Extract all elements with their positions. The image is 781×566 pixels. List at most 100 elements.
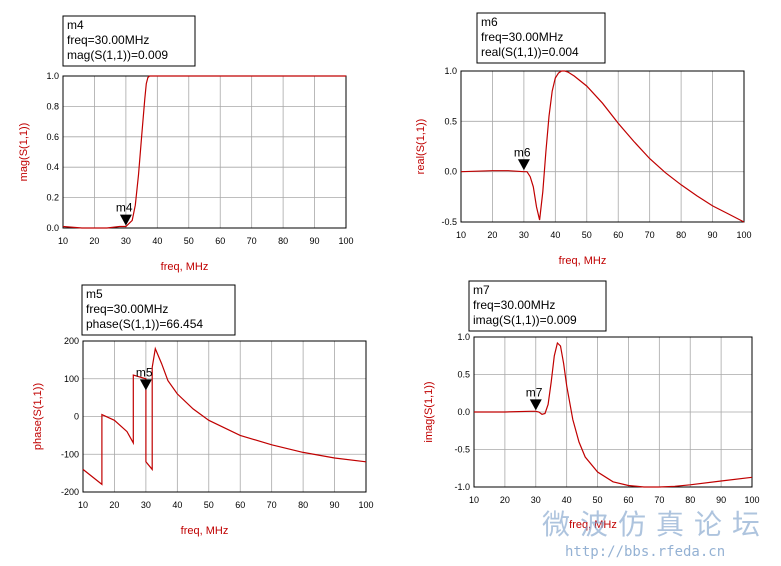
x-tick-label: 80 [685, 495, 695, 505]
x-tick-label: 80 [278, 236, 288, 246]
x-tick-label: 40 [562, 495, 572, 505]
marker-label: m7 [526, 385, 543, 399]
marker-readout-line: real(S(1,1))=0.004 [481, 45, 579, 59]
x-tick-label: 40 [152, 236, 162, 246]
y-tick-label: 200 [64, 336, 79, 346]
marker-readout-line: mag(S(1,1))=0.009 [67, 48, 168, 62]
chart-m6: 10 20 30 40 50 60 70 80 90 100 -0.5 0.0 0.5 1.0 freq, … [415, 12, 752, 267]
y-axis-label: imag(S(1,1)) [423, 381, 435, 442]
x-tick-label: 90 [716, 495, 726, 505]
x-axis-label: freq, MHz [161, 261, 209, 273]
marker-readout-line: freq=30.00MHz [481, 30, 563, 44]
marker-readout-box [81, 284, 236, 336]
x-tick-label: 50 [582, 230, 592, 240]
y-tick-label: -0.5 [454, 445, 470, 455]
x-tick-label: 50 [593, 495, 603, 505]
series-line [474, 341, 753, 488]
marker-readout-line: freq=30.00MHz [86, 302, 168, 316]
chart-m5: 10 20 30 40 50 60 70 80 90 100 -200 -100 0 100 200 freq… [32, 284, 374, 537]
x-tick-label: 100 [358, 500, 373, 510]
x-axis-label: freq, MHz [181, 525, 229, 537]
y-tick-label: 1.0 [444, 66, 457, 76]
marker-readout-box [476, 12, 606, 64]
y-axis-label: mag(S(1,1)) [18, 123, 30, 182]
x-tick-label: 40 [172, 500, 182, 510]
x-tick-label: 40 [550, 230, 560, 240]
x-tick-label: 100 [338, 236, 353, 246]
x-tick-label: 30 [531, 495, 541, 505]
chart-m4: 10 20 30 40 50 60 70 80 90 100 0.0 0.2 0.4 0.6 0.8 1.0 f… [18, 15, 354, 273]
x-tick-label: 90 [330, 500, 340, 510]
y-tick-label: 1.0 [46, 71, 59, 81]
y-tick-label: 0 [74, 412, 79, 422]
series-line [82, 346, 367, 486]
marker-readout-line: phase(S(1,1))=66.454 [86, 317, 203, 331]
plot-frame [82, 340, 367, 493]
plot-frame [460, 70, 745, 223]
marker-readout-line: freq=30.00MHz [67, 33, 149, 47]
x-tick-label: 50 [204, 500, 214, 510]
x-tick-label: 60 [623, 495, 633, 505]
y-tick-label: 1.0 [457, 332, 470, 342]
x-tick-label: 30 [141, 500, 151, 510]
x-tick-label: 80 [298, 500, 308, 510]
y-tick-label: 0.0 [457, 407, 470, 417]
x-tick-label: 70 [247, 236, 257, 246]
y-tick-label: 0.5 [457, 370, 470, 380]
x-axis-label: freq, MHz [569, 519, 617, 531]
y-tick-label: -200 [61, 487, 79, 497]
x-axis-label: freq, MHz [559, 255, 607, 267]
y-axis-label: real(S(1,1)) [415, 119, 427, 175]
marker-readout-box [468, 280, 607, 332]
x-tick-label: 20 [109, 500, 119, 510]
y-axis-label: phase(S(1,1)) [32, 383, 44, 450]
y-tick-label: -0.5 [441, 217, 457, 227]
y-tick-label: -1.0 [454, 482, 470, 492]
x-tick-label: 90 [310, 236, 320, 246]
marker-triangle[interactable] [517, 159, 530, 171]
x-tick-label: 70 [645, 230, 655, 240]
marker-readout-line: m6 [481, 15, 498, 29]
x-tick-label: 20 [487, 230, 497, 240]
series-line [460, 70, 745, 223]
marker-label: m4 [116, 201, 133, 215]
series-line [62, 75, 346, 229]
x-tick-label: 70 [654, 495, 664, 505]
x-tick-label: 60 [613, 230, 623, 240]
y-tick-label: -100 [61, 449, 79, 459]
marker-readout-box [62, 15, 196, 67]
y-tick-label: 0.8 [46, 101, 59, 111]
x-tick-label: 10 [456, 230, 466, 240]
marker-readout-line: freq=30.00MHz [473, 298, 555, 312]
marker-readout-line: m5 [86, 287, 103, 301]
marker-readout-line: imag(S(1,1))=0.009 [473, 313, 577, 327]
marker-triangle[interactable] [119, 214, 132, 226]
marker-label: m6 [514, 145, 531, 159]
x-tick-label: 10 [469, 495, 479, 505]
x-tick-label: 100 [736, 230, 751, 240]
marker-label: m5 [136, 365, 153, 379]
x-tick-label: 60 [215, 236, 225, 246]
watermark-text: 微波仿真论坛 [542, 508, 770, 541]
x-tick-label: 30 [121, 236, 131, 246]
x-tick-label: 90 [708, 230, 718, 240]
y-tick-label: 0.2 [46, 193, 59, 203]
watermark-url: http://bbs.rfeda.cn [565, 544, 725, 560]
chart-m7: 10 20 30 40 50 60 70 80 90 100 -1.0 -0.5 0.0 0.5 1.0 fr… [423, 280, 760, 531]
y-tick-label: 0.0 [444, 167, 457, 177]
x-tick-label: 50 [184, 236, 194, 246]
y-tick-label: 100 [64, 374, 79, 384]
x-tick-label: 60 [235, 500, 245, 510]
marker-triangle[interactable] [529, 399, 542, 411]
x-tick-label: 70 [267, 500, 277, 510]
marker-triangle[interactable] [139, 379, 152, 391]
x-tick-label: 10 [78, 500, 88, 510]
y-tick-label: 0.5 [444, 116, 457, 126]
x-tick-label: 30 [519, 230, 529, 240]
marker-readout-line: m7 [473, 283, 490, 297]
y-tick-label: 0.6 [46, 132, 59, 142]
watermark: 微波仿真论坛 http://bbs.rfeda.cn [542, 508, 770, 560]
x-tick-label: 10 [58, 236, 68, 246]
x-tick-label: 100 [744, 495, 759, 505]
